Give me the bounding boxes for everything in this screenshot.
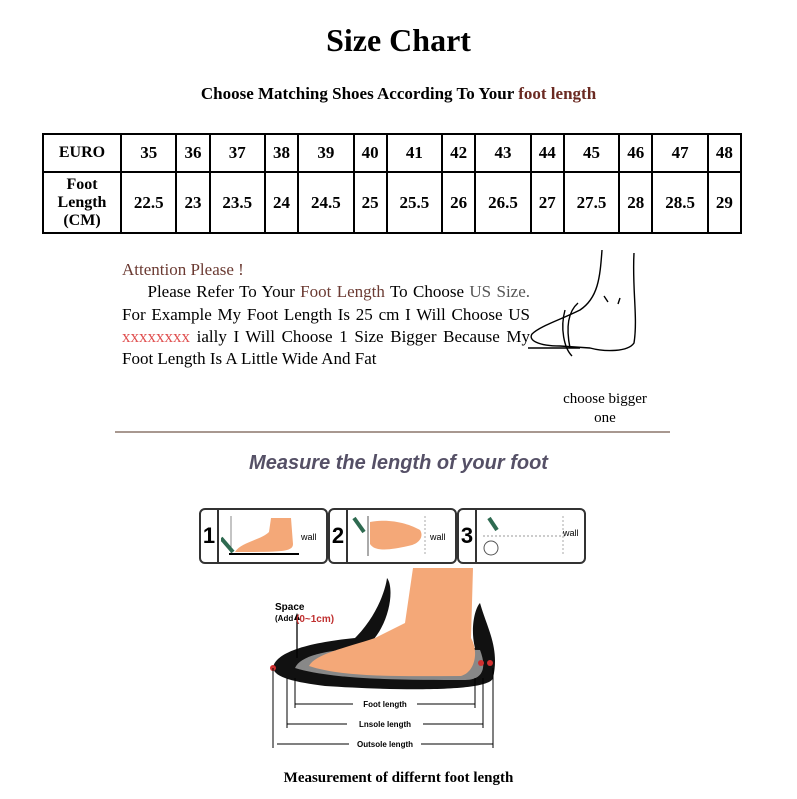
measure-heading: Measure the length of your foot bbox=[249, 452, 548, 474]
foot-length-cell: 26.5 bbox=[474, 171, 532, 234]
euro-size-cell: 48 bbox=[706, 133, 743, 173]
euro-size-cell: 41 bbox=[385, 133, 444, 173]
foot-length-label: Foot length bbox=[363, 700, 407, 709]
step-number: 1 bbox=[201, 510, 219, 562]
step-number: 3 bbox=[459, 510, 477, 562]
divider bbox=[115, 431, 670, 433]
note-highlight: Foot Length bbox=[300, 282, 385, 302]
note-highlight: US Size. bbox=[469, 282, 531, 302]
add-value: (0~1cm) bbox=[296, 614, 334, 625]
measure-line-icon bbox=[483, 516, 567, 556]
euro-size-cell: 44 bbox=[529, 133, 565, 173]
euro-size-cell: 40 bbox=[352, 133, 388, 173]
euro-size-cell: 42 bbox=[441, 133, 477, 173]
wall-label: wall bbox=[301, 532, 317, 542]
foot-length-cell: 28.5 bbox=[651, 171, 709, 234]
row-header-foot-length: Foot Length (CM) bbox=[42, 171, 122, 234]
add-label: (Add bbox=[275, 614, 293, 623]
euro-size-cell: 46 bbox=[618, 133, 654, 173]
foot-side-icon bbox=[221, 516, 299, 555]
note-text: Please Refer To Your bbox=[147, 282, 295, 302]
foot-length-cell: 27 bbox=[529, 171, 565, 234]
step-3: 3 wall bbox=[457, 508, 586, 564]
step-number: 2 bbox=[330, 510, 348, 562]
subtitle: Choose Matching Shoes According To Your … bbox=[0, 84, 797, 104]
insole-length-label: Lnsole length bbox=[359, 720, 411, 729]
euro-size-cell: 37 bbox=[208, 133, 266, 173]
foot-length-cell: 27.5 bbox=[562, 171, 621, 234]
subtitle-highlight: foot length bbox=[518, 84, 597, 103]
attention-heading: Attention Please ! bbox=[122, 260, 244, 279]
foot-length-cell: 25 bbox=[352, 171, 388, 234]
euro-size-cell: 38 bbox=[263, 133, 300, 173]
foot-length-cell: 23.5 bbox=[208, 171, 266, 234]
euro-size-cell: 39 bbox=[297, 133, 355, 173]
euro-size-cell: 45 bbox=[562, 133, 621, 173]
note-redacted: xxxxxxxx bbox=[122, 326, 190, 346]
foot-length-cell: 24.5 bbox=[297, 171, 355, 234]
euro-size-cell: 35 bbox=[119, 133, 178, 173]
euro-size-cell: 47 bbox=[651, 133, 709, 173]
page-title: Size Chart bbox=[326, 22, 471, 58]
size-table: EURO 35 36 37 38 39 40 41 42 43 44 45 46 47 48 Foot L… bbox=[42, 133, 743, 234]
foot-length-cell: 26 bbox=[441, 171, 477, 234]
foot-length-cell: 23 bbox=[175, 171, 211, 234]
outsole-length-label: Outsole length bbox=[357, 740, 413, 749]
space-label: Space bbox=[275, 602, 305, 613]
subtitle-text: Choose Matching Shoes According To Your bbox=[200, 84, 514, 103]
step-2: 2 wall bbox=[328, 508, 457, 564]
foot-length-cell: 24 bbox=[263, 171, 300, 234]
wall-label: wall bbox=[430, 532, 446, 542]
step-1: 1 wall bbox=[199, 508, 328, 564]
euro-row: EURO 35 36 37 38 39 40 41 42 43 44 45 46 47 48 bbox=[42, 133, 743, 173]
attention-note: Attention Please ! Please Refer To Your … bbox=[122, 259, 530, 370]
note-text: ially I Will Choose 1 Size Bigger Becaus… bbox=[122, 326, 530, 369]
foot-sketch-icon bbox=[528, 249, 637, 357]
foot-length-row: Foot Length (CM) 22.5 23 23.5 24 24.5 25 25.5 2… bbox=[42, 171, 743, 234]
diagram-caption: Measurement of differnt foot length bbox=[283, 770, 514, 786]
foot-top-icon bbox=[352, 516, 426, 556]
foot-length-cell: 25.5 bbox=[385, 171, 444, 234]
wall-label: wall bbox=[563, 528, 579, 538]
note-text: To Choose bbox=[389, 282, 465, 302]
shoe-measurement-diagram: Space (Add (0~1cm) Foot length Lnsole le… bbox=[270, 568, 496, 749]
euro-size-cell: 36 bbox=[175, 133, 211, 173]
row-header-euro: EURO bbox=[42, 133, 122, 173]
foot-length-cell: 22.5 bbox=[119, 171, 178, 234]
foot-length-cell: 28 bbox=[618, 171, 654, 234]
note-text: For Example My Foot Length Is 25 cm I Wi… bbox=[122, 304, 530, 324]
foot-length-cell: 29 bbox=[706, 171, 743, 234]
euro-size-cell: 43 bbox=[474, 133, 532, 173]
foot-sketch-caption: choose bigger one bbox=[563, 391, 647, 426]
